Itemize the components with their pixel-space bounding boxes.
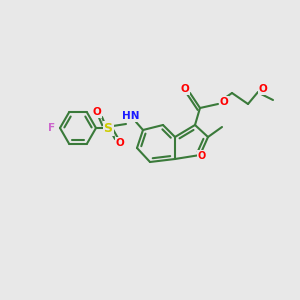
Text: S: S <box>103 122 112 134</box>
Text: O: O <box>181 84 189 94</box>
Text: O: O <box>93 107 101 117</box>
Text: O: O <box>198 151 206 161</box>
Text: O: O <box>116 138 124 148</box>
Text: F: F <box>48 123 56 133</box>
Text: O: O <box>220 97 228 107</box>
Text: O: O <box>259 84 267 94</box>
Text: HN: HN <box>122 111 140 121</box>
